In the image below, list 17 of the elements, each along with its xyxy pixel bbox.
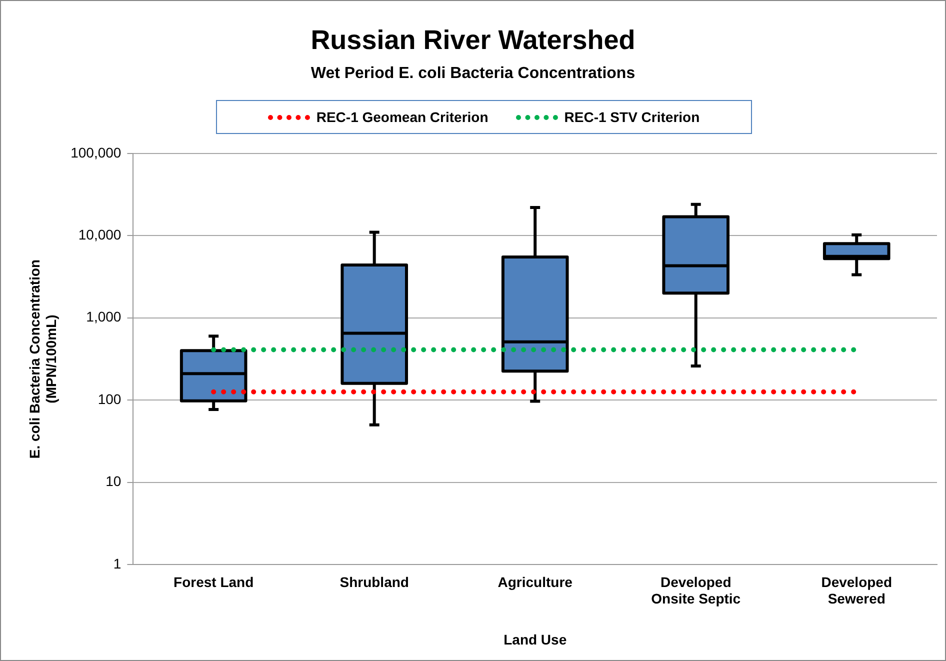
x-axis-title: Land Use	[504, 631, 567, 648]
x-tick-label: Forest Land	[174, 574, 254, 590]
legend-label: REC-1 STV Criterion	[564, 109, 700, 125]
y-tick-label: 1	[113, 555, 122, 572]
y-tick-label: 1,000	[86, 308, 122, 325]
chart-subtitle: Wet Period E. coli Bacteria Concentrations	[310, 65, 636, 83]
y-axis-title: E. coli Bacteria Concentration (MPN/100mL)	[26, 259, 60, 459]
y-tick-label: 100,000	[70, 144, 122, 160]
chart-title: Russian River Watershed	[310, 25, 636, 56]
x-tick-label: Shrubland	[340, 574, 409, 590]
x-tick-label: Developed Sewered	[821, 574, 892, 607]
legend-label: REC-1 Geomean Criterion	[316, 109, 488, 125]
y-tick-label: 10,000	[78, 226, 122, 242]
x-tick-label: Agriculture	[498, 574, 573, 590]
x-tick-label: Developed Onsite Septic	[651, 574, 741, 607]
y-tick-label: 10	[106, 473, 122, 490]
y-tick-label: 100	[98, 390, 122, 407]
